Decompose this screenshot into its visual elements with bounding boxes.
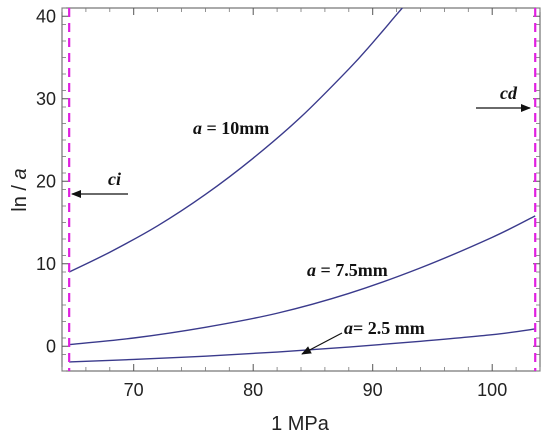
series-line-2 xyxy=(69,328,536,363)
plot-frame xyxy=(61,7,541,372)
y-tick-label: 0 xyxy=(46,336,56,356)
y-tick-label: 10 xyxy=(36,254,56,274)
y-tick-label: 20 xyxy=(36,171,56,191)
series-line-0 xyxy=(68,8,404,273)
series-line-1 xyxy=(69,215,536,346)
y-tick-label: 30 xyxy=(36,89,56,109)
x-tick-label: 90 xyxy=(363,380,383,400)
label-cd: cd xyxy=(500,83,518,103)
label-a-7-5mm: a = 7.5mm xyxy=(307,260,388,280)
tick-labels: 70 80 90 100 0 10 20 30 40 xyxy=(36,6,507,400)
label-a-10mm: a = 10mm xyxy=(193,118,269,138)
y-axis-title: ln / a xyxy=(9,168,31,211)
arrow-a-2-5mm xyxy=(301,332,343,355)
x-tick-label: 100 xyxy=(477,380,507,400)
series-lines xyxy=(68,8,536,363)
x-tick-label: 70 xyxy=(124,380,144,400)
y-tick-label: 40 xyxy=(36,6,56,26)
label-a-2-5mm: a= 2.5 mm xyxy=(344,318,425,338)
x-axis-title: 1 MPa xyxy=(271,413,330,435)
x-tick-label: 80 xyxy=(243,380,263,400)
label-ci: ci xyxy=(108,169,121,189)
axis-ticks xyxy=(61,7,541,372)
reference-lines xyxy=(68,8,537,371)
